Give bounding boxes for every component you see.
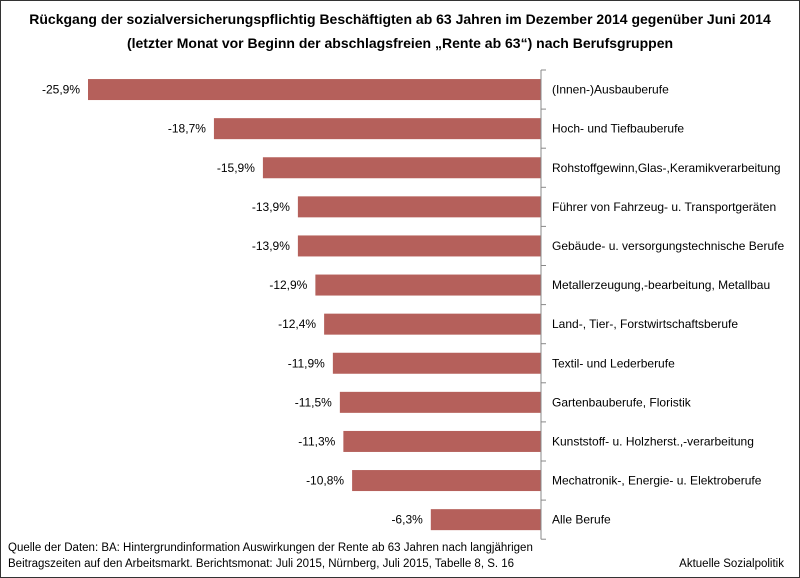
chart-title-line-2: (letzter Monat vor Beginn der abschlagsf…	[126, 35, 674, 51]
source-line-1: Quelle der Daten: BA: Hintergrundinforma…	[8, 542, 533, 554]
bar-10	[343, 430, 541, 452]
bar-8	[332, 352, 541, 374]
category-label-6: Metallerzeugung,-bearbeitung, Metallbau	[552, 278, 770, 292]
value-label-3: -15,9%	[217, 161, 255, 175]
bar-9	[339, 391, 541, 413]
category-label-3: Rohstoffgewinn,Glas-,Keramikverarbeitung	[552, 161, 781, 175]
brand-label: Aktuelle Sozialpolitik	[679, 558, 784, 570]
value-label-12: -6,3%	[391, 513, 423, 527]
chart-title-line-1: Rückgang der sozialversicherungspflichti…	[29, 11, 771, 27]
category-label-9: Gartenbauberufe, Floristik	[552, 395, 692, 409]
category-label-5: Gebäude- u. versorgungstechnische Berufe	[552, 239, 784, 253]
value-label-5: -13,9%	[252, 239, 290, 253]
value-label-10: -11,3%	[298, 434, 335, 448]
category-label-7: Land-, Tier-, Forstwirtschaftsberufe	[552, 317, 738, 331]
value-label-11: -10,8%	[306, 474, 344, 488]
source-line-2: Beitragszeiten auf den Arbeitsmarkt. Ber…	[8, 558, 515, 570]
bar-12	[430, 509, 541, 531]
value-label-9: -11,5%	[295, 395, 332, 409]
bar-6	[315, 274, 541, 296]
category-label-10: Kunststoff- u. Holzherst.,-verarbeitung	[552, 434, 754, 448]
value-label-8: -11,9%	[288, 356, 325, 370]
category-label-2: Hoch- und Tiefbauberufe	[552, 122, 684, 136]
value-label-2: -18,7%	[168, 122, 206, 136]
category-label-8: Textil- und Lederberufe	[552, 356, 675, 370]
source-note: Quelle der Daten: BA: Hintergrundinforma…	[8, 540, 533, 572]
category-label-11: Mechatronik-, Energie- u. Elektroberufe	[552, 474, 762, 488]
value-label-4: -13,9%	[252, 200, 290, 214]
category-label-12: Alle Berufe	[552, 513, 611, 527]
bar-3	[262, 157, 541, 179]
value-label-1: -25,9%	[42, 83, 80, 97]
value-label-6: -12,9%	[269, 278, 307, 292]
bar-5	[297, 235, 541, 257]
bar-11	[352, 470, 541, 492]
bar-4	[297, 196, 541, 218]
value-label-7: -12,4%	[278, 317, 316, 331]
category-label-1: (Innen-)Ausbauberufe	[552, 83, 669, 97]
category-label-4: Führer von Fahrzeug- u. Transportgeräten	[552, 200, 776, 214]
bar-1	[88, 79, 541, 101]
bar-2	[213, 118, 542, 140]
bar-7	[324, 313, 541, 335]
